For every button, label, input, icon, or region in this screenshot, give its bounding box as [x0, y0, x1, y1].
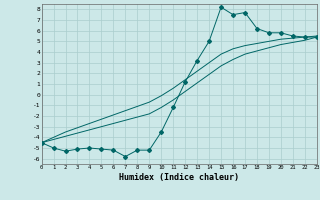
X-axis label: Humidex (Indice chaleur): Humidex (Indice chaleur)	[119, 173, 239, 182]
